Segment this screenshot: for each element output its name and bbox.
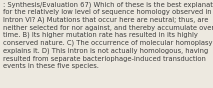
Text: : Synthesis/Evaluation 67) Which of these is the best explanation
for the relati: : Synthesis/Evaluation 67) Which of thes… <box>3 1 213 69</box>
